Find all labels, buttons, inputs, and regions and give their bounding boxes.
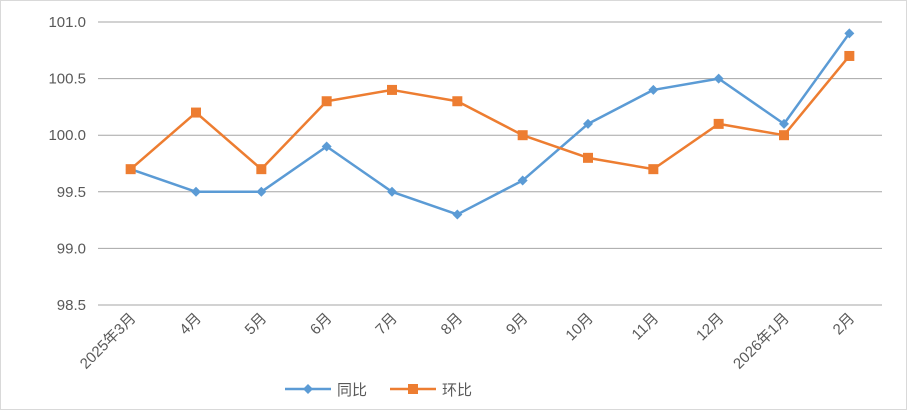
x-axis-ticks: 2025年3月 4月 5月 6月 7月 8月 9月 10月 11月 12月 2026年1月 2月 — [77, 310, 858, 373]
series-line — [130, 32, 851, 216]
x-tick-label: 7月 — [372, 310, 401, 339]
x-tick-label: 8月 — [438, 310, 467, 339]
data-point — [125, 164, 136, 175]
y-tick-label: 100.5 — [48, 71, 86, 88]
series-1 — [125, 28, 855, 220]
x-tick-label: 9月 — [503, 310, 532, 339]
data-point — [583, 118, 593, 129]
legend: 同比 环比 — [285, 382, 472, 399]
data-point — [844, 28, 855, 39]
data-point — [779, 130, 789, 141]
data-point — [321, 96, 332, 107]
x-tick-label: 2月 — [830, 310, 859, 339]
data-point — [191, 107, 201, 118]
y-axis-ticks: 98.5 99.0 99.5 100.0 100.5 101.0 — [48, 14, 86, 314]
data-point — [452, 209, 463, 220]
data-point — [583, 152, 593, 163]
y-tick-label: 101.0 — [48, 14, 86, 31]
y-tick-label: 100.0 — [48, 127, 86, 144]
x-tick-label: 12月 — [693, 310, 727, 344]
x-tick-label: 6月 — [307, 310, 336, 339]
x-tick-label: 10月 — [562, 310, 596, 344]
x-tick-label: 4月 — [176, 310, 205, 339]
data-point — [321, 141, 332, 152]
x-tick-label: 11月 — [629, 310, 663, 344]
y-tick-label: 99.5 — [57, 184, 86, 201]
data-point — [648, 84, 659, 95]
data-point — [452, 96, 463, 107]
data-point — [387, 84, 397, 95]
series-line — [129, 55, 851, 171]
legend-item-1: 同比 — [285, 382, 367, 399]
y-tick-label: 98.5 — [57, 297, 86, 314]
data-point — [256, 186, 267, 197]
data-point — [517, 130, 528, 141]
data-point — [517, 175, 528, 186]
x-tick-label: 2026年1月 — [730, 310, 793, 373]
x-tick-label: 5月 — [242, 310, 271, 339]
legend-label: 环比 — [442, 382, 472, 399]
y-tick-label: 99.0 — [57, 240, 86, 257]
data-point — [648, 164, 659, 175]
data-point — [713, 118, 724, 129]
data-point — [713, 73, 724, 84]
data-point — [779, 118, 789, 129]
legend-item-2: 环比 — [390, 382, 472, 399]
series — [125, 28, 855, 220]
data-point — [256, 164, 267, 175]
data-point — [191, 186, 201, 197]
gridlines — [98, 21, 882, 306]
series-2 — [125, 50, 855, 175]
legend-label: 同比 — [337, 382, 367, 399]
data-point — [387, 186, 397, 197]
legend-marker — [408, 384, 418, 394]
x-tick-label: 2025年3月 — [77, 310, 140, 373]
data-point — [844, 50, 855, 61]
legend-marker — [303, 384, 313, 394]
